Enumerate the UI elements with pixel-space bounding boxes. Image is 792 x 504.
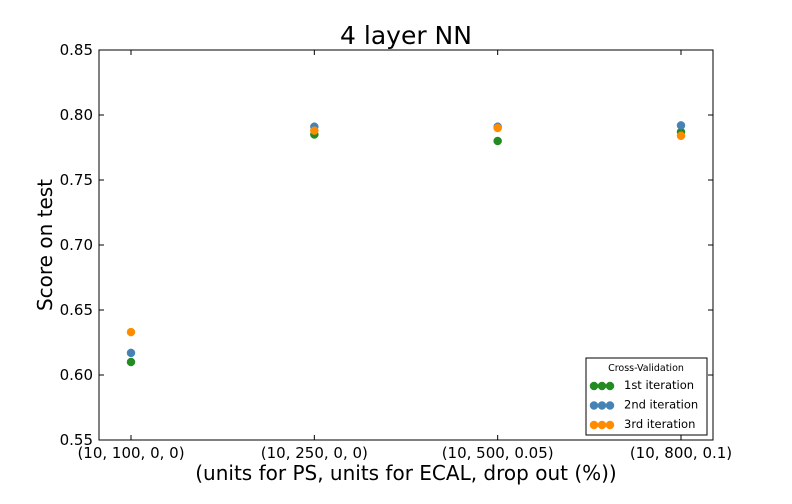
legend-marker (597, 381, 607, 391)
data-point-series-2 (676, 121, 686, 130)
data-point-series-2 (126, 348, 136, 358)
legend-label: 3rd iteration (624, 417, 695, 431)
y-axis-title: Score on test (33, 179, 57, 311)
legend-marker (589, 401, 599, 410)
y-tick-label: 0.65 (60, 301, 93, 319)
y-tick-label: 0.85 (60, 41, 93, 59)
legend-label: 2nd iteration (624, 398, 698, 412)
x-axis: (10, 100, 0, 0) (10, 250, 0, 0) (10, 500, … (77, 50, 732, 462)
legend-marker (597, 401, 607, 410)
legend-marker (605, 401, 615, 410)
data-point-series-3 (126, 327, 136, 337)
y-axis: 0.55 0.60 0.65 0.70 0.75 0.80 0.85 (60, 41, 713, 449)
x-tick-label: (10, 800, 0.1) (630, 444, 732, 462)
x-tick-label: (10, 500, 0.05) (442, 444, 554, 462)
y-tick-label: 0.60 (60, 366, 93, 384)
legend-marker (589, 420, 599, 430)
legend-title: Cross-Validation (608, 363, 684, 374)
legend-label: 1st iteration (624, 378, 694, 392)
x-axis-title: (units for PS, units for ECAL, drop out … (195, 461, 616, 485)
y-tick-label: 0.80 (60, 106, 93, 124)
data-point-series-3 (310, 126, 319, 135)
chart-title: 4 layer NN (340, 21, 472, 50)
x-tick-label: (10, 250, 0, 0) (261, 444, 368, 462)
legend-box (585, 357, 708, 436)
legend-items: 1st iteration 2nd iteration 3rd iteration (589, 378, 698, 431)
x-tick-label: (10, 100, 0, 0) (77, 444, 184, 462)
legend-marker (589, 381, 599, 391)
data-points (126, 121, 686, 367)
data-point-series-1 (493, 136, 502, 146)
legend-marker (597, 420, 607, 430)
y-tick-label: 0.55 (60, 431, 93, 449)
data-point-series-1 (126, 357, 136, 367)
data-point-series-3 (676, 131, 686, 141)
y-tick-label: 0.75 (60, 171, 93, 189)
legend-marker (605, 381, 615, 391)
legend: Cross-Validation 1st iteration 2nd iterat… (585, 357, 708, 436)
data-point-series-3 (493, 123, 502, 133)
legend-marker (605, 420, 615, 430)
y-tick-label: 0.70 (60, 236, 93, 254)
